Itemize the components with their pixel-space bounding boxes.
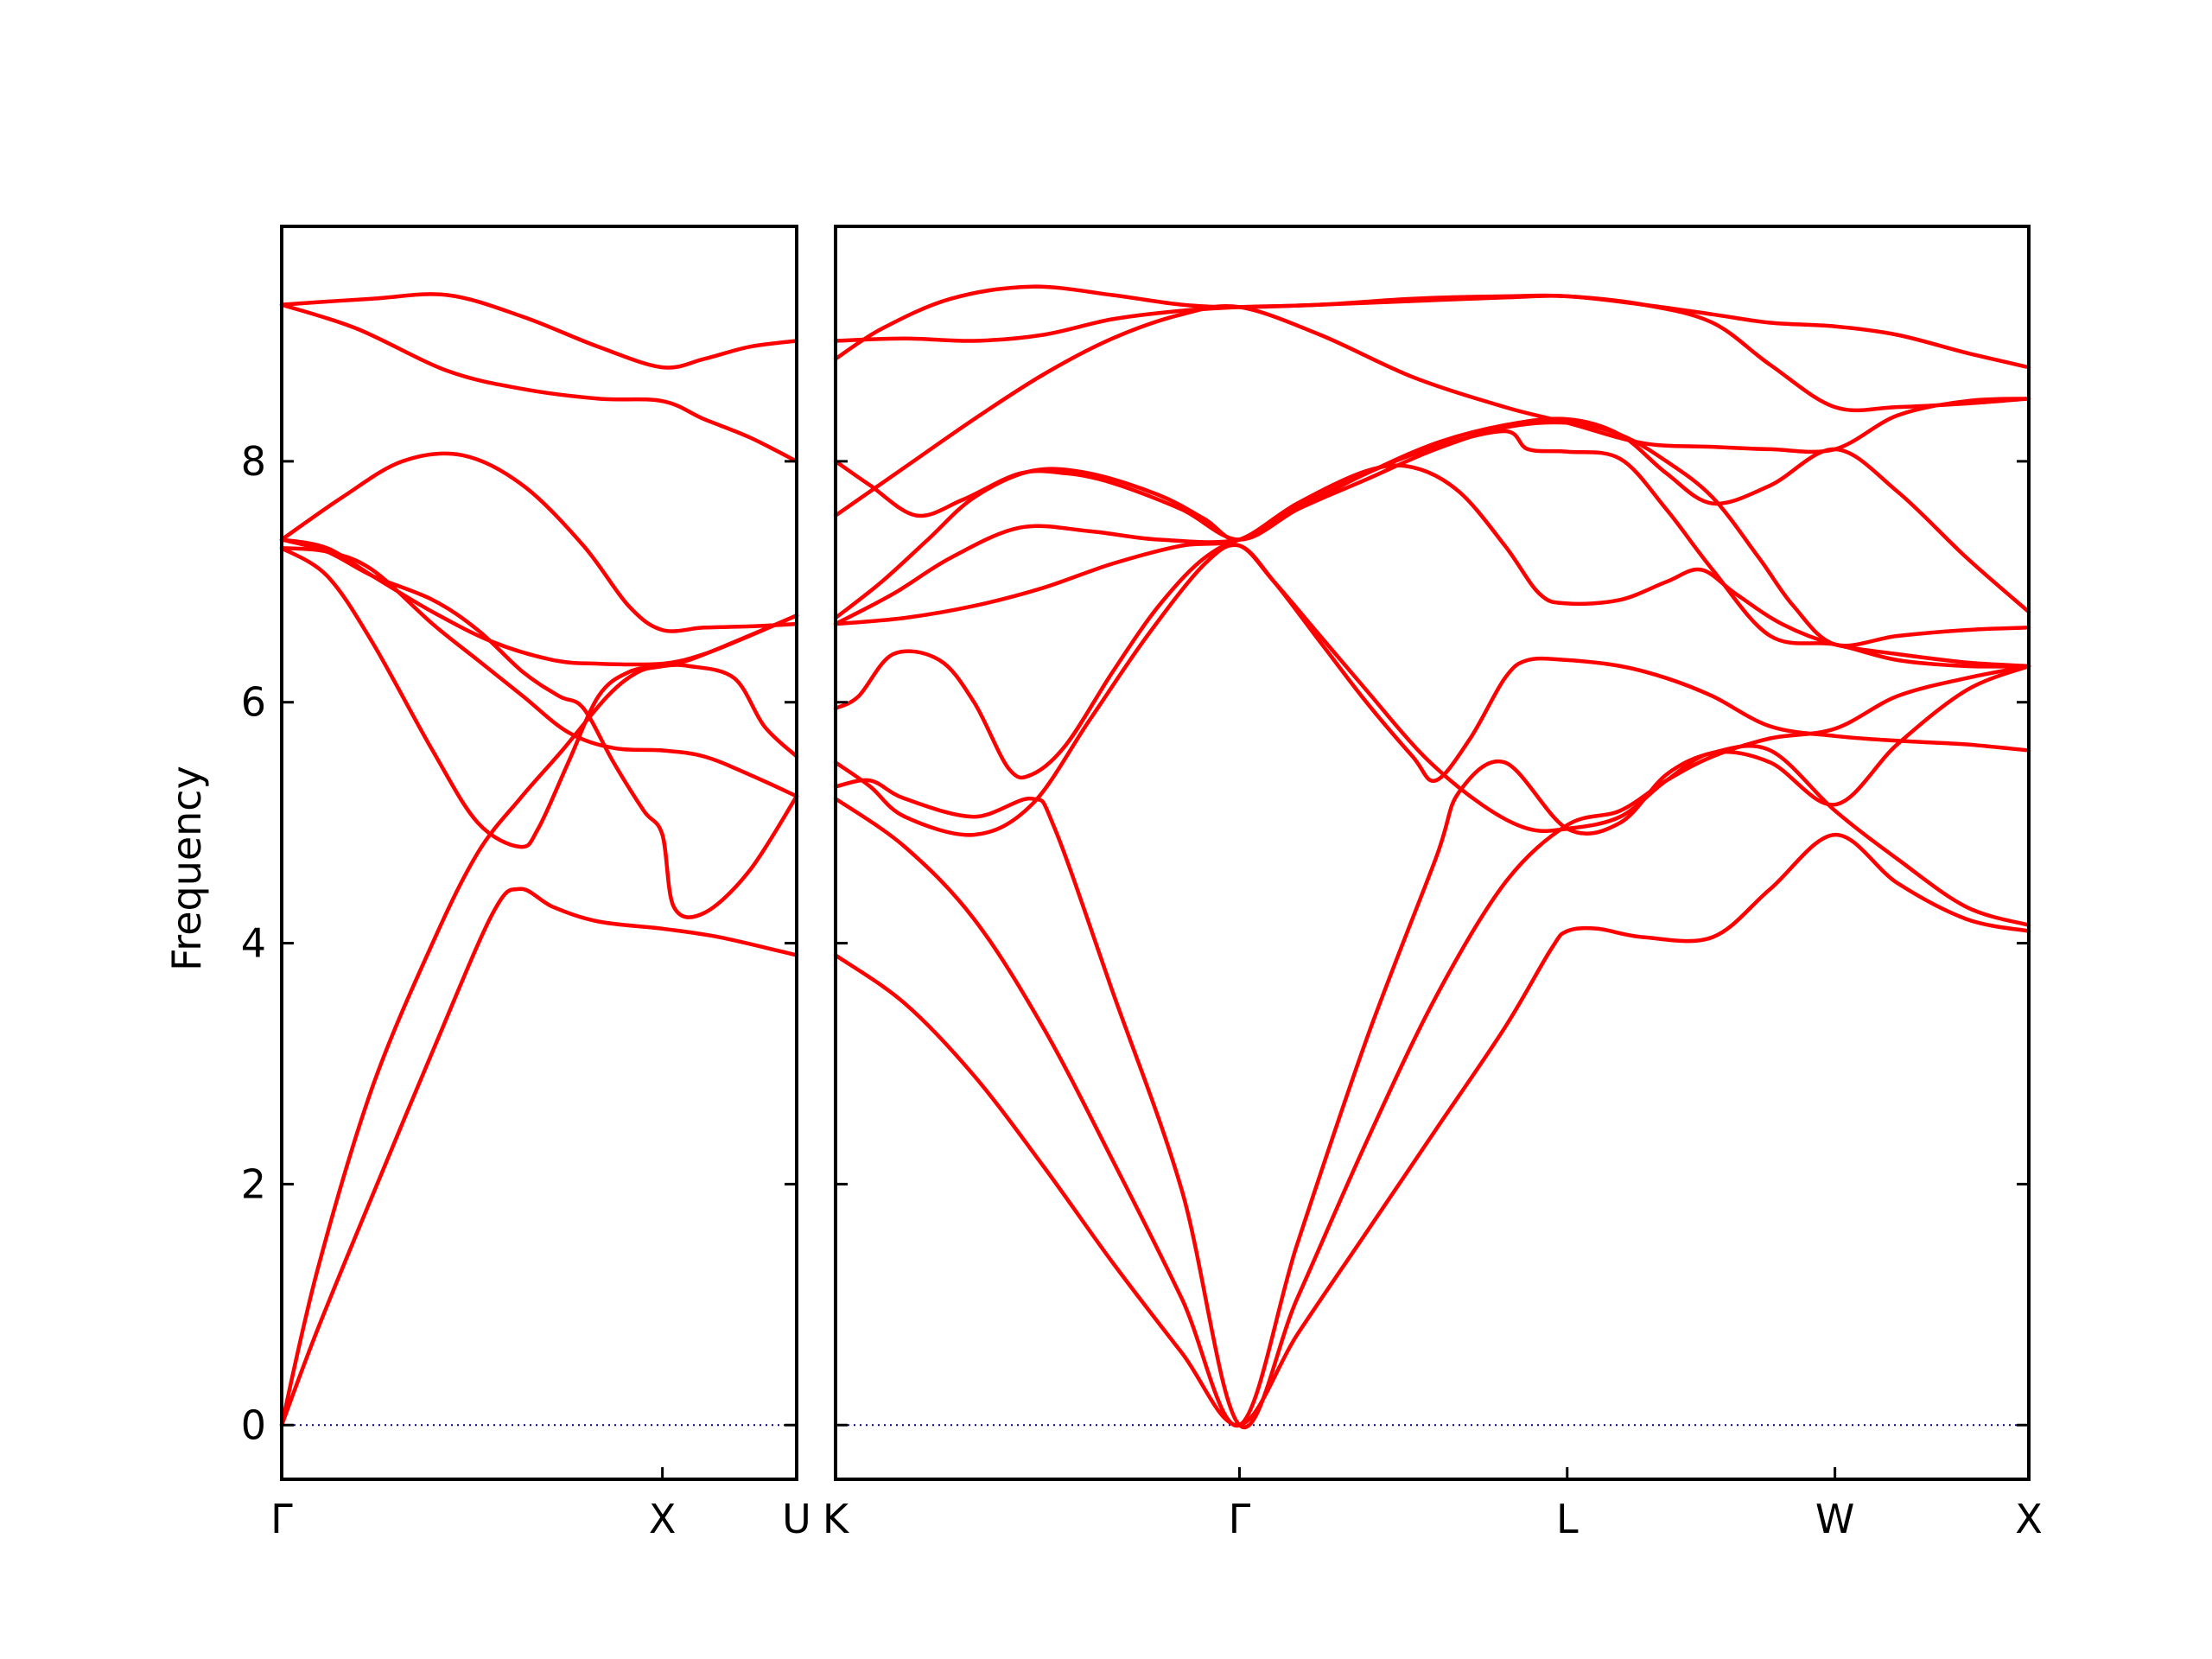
left-panel (279, 225, 799, 1481)
left-panel-frame (280, 225, 798, 1481)
left-band-5 (279, 537, 799, 667)
left-band-1 (279, 613, 799, 1427)
right-band-5 (833, 542, 2031, 834)
right-band-6 (833, 463, 2031, 669)
left-panel-ticks (280, 460, 798, 1479)
left-band-8 (279, 302, 799, 464)
left-xtick-label-1: X (649, 1496, 677, 1542)
right-band-4 (833, 543, 2031, 837)
ytick-label-2: 2 (241, 1160, 266, 1207)
left-panel-bands (279, 292, 799, 1427)
left-band-9 (279, 292, 799, 370)
ytick-label-4: 4 (241, 920, 266, 967)
right-panel-bands (833, 284, 2031, 1430)
right-xtick-label-0: K (823, 1496, 850, 1542)
right-xtick-label-1: Γ (1229, 1496, 1251, 1542)
left-band-2 (279, 887, 799, 1427)
left-band-7 (279, 451, 799, 633)
left-xtick-label-0: Γ (270, 1496, 293, 1542)
right-panel (833, 225, 2031, 1481)
right-band-10 (833, 303, 2031, 518)
left-xtick-label-2: U (782, 1496, 811, 1542)
right-band-1 (833, 832, 2031, 1427)
ytick-label-0: 0 (241, 1402, 266, 1448)
right-band-11 (833, 293, 2031, 413)
y-tick-labels: 0 2 4 6 8 (241, 438, 266, 1448)
right-xtick-label-3: W (1815, 1496, 1854, 1542)
right-xtick-label-2: L (1556, 1496, 1579, 1542)
right-band-7 (833, 420, 2031, 648)
ytick-label-6: 6 (241, 679, 266, 726)
right-band-9 (833, 429, 2031, 669)
left-band-3 (279, 546, 799, 849)
right-xtick-label-4: X (2015, 1496, 2043, 1542)
right-panel-frame (834, 225, 2031, 1481)
ytick-label-8: 8 (241, 438, 266, 485)
y-axis-label: Frequency (163, 766, 210, 971)
right-band-12 (833, 284, 2031, 370)
left-band-4 (279, 546, 799, 798)
right-band-2 (833, 743, 2031, 1428)
left-band-6 (279, 537, 799, 919)
right-panel-ticks (834, 460, 2031, 1479)
